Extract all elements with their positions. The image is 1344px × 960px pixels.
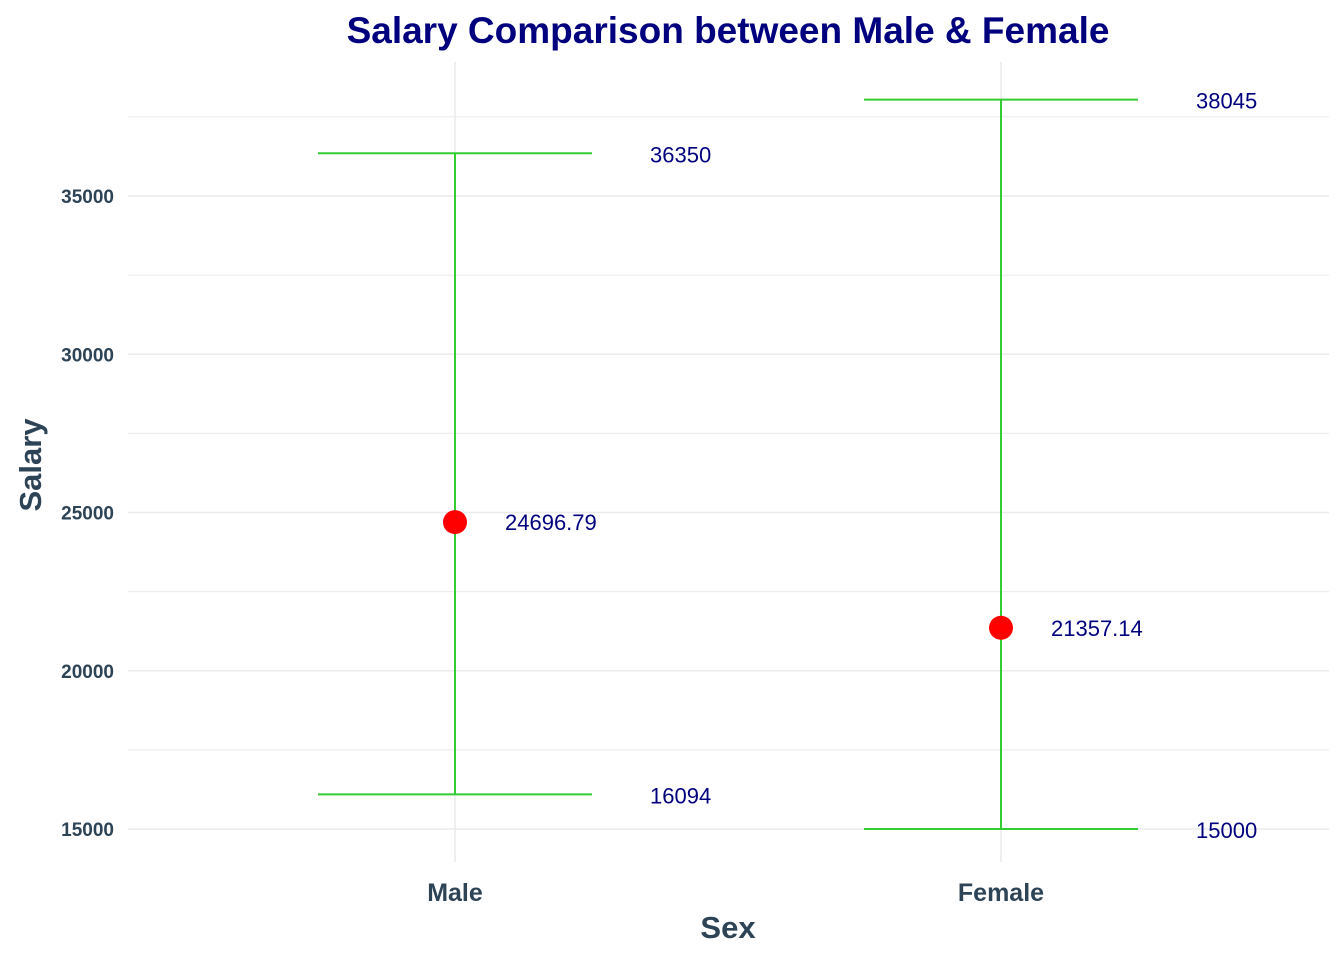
chart-title: Salary Comparison between Male & Female [347, 10, 1110, 51]
max-label: 36350 [650, 142, 711, 167]
errorbar-series: 24696.79 36350 16094 21357.14 38045 15000 [318, 89, 1257, 843]
y-axis-title: Salary [13, 418, 48, 512]
y-tick-label: 30000 [61, 345, 114, 366]
mean-point [443, 510, 467, 535]
x-axis-ticks: Male Female [427, 879, 1044, 907]
min-label: 15000 [1196, 818, 1257, 843]
grid-lines [128, 62, 1329, 862]
mean-label: 24696.79 [505, 510, 597, 535]
x-axis-title: Sex [700, 910, 756, 945]
max-label: 38045 [1196, 89, 1257, 114]
y-tick-label: 25000 [61, 504, 114, 525]
min-label: 16094 [650, 783, 711, 808]
mean-point [989, 615, 1013, 640]
y-tick-label: 20000 [61, 662, 114, 683]
y-axis-ticks: 15000 20000 25000 30000 35000 [61, 187, 114, 841]
y-tick-label: 15000 [61, 820, 114, 841]
x-tick-label: Female [958, 879, 1044, 907]
x-tick-label: Male [427, 879, 483, 907]
y-tick-label: 35000 [61, 187, 114, 208]
mean-label: 21357.14 [1051, 616, 1143, 641]
